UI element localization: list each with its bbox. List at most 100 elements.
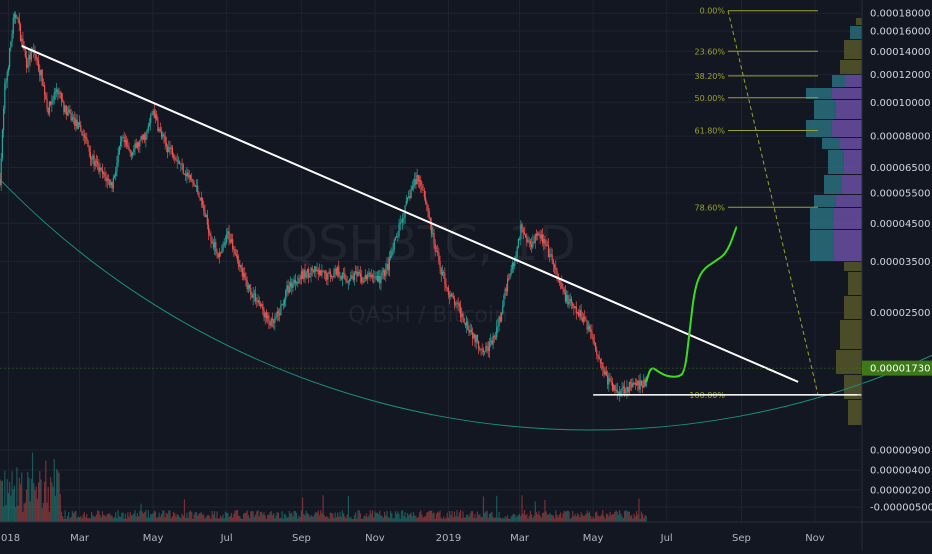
volume-bar bbox=[40, 479, 42, 522]
candle-body bbox=[411, 186, 413, 190]
volume-bar bbox=[295, 512, 298, 522]
volume-bar bbox=[503, 518, 505, 522]
candle-body bbox=[560, 282, 562, 284]
volume-bar bbox=[54, 495, 57, 522]
candle-body bbox=[320, 270, 322, 276]
candle-body bbox=[322, 271, 324, 272]
candle-body bbox=[541, 234, 544, 244]
candle-body bbox=[82, 134, 84, 136]
volume-bar bbox=[52, 486, 54, 522]
volume-bar bbox=[229, 515, 231, 522]
candle-body bbox=[619, 391, 621, 396]
candle-body bbox=[380, 276, 382, 284]
candle-body bbox=[364, 275, 366, 279]
volume-bar bbox=[51, 482, 53, 522]
volume-bar bbox=[443, 516, 445, 522]
candle-body bbox=[288, 286, 290, 293]
volume-bar bbox=[250, 511, 252, 522]
volume-bar bbox=[356, 518, 358, 522]
candle-body bbox=[491, 340, 493, 345]
volume-bar bbox=[195, 512, 198, 522]
volume-bar bbox=[57, 470, 59, 522]
volume-bar bbox=[76, 517, 78, 522]
candle-body bbox=[57, 89, 59, 95]
candle-body bbox=[64, 105, 66, 113]
candle-body bbox=[117, 154, 119, 163]
candle-body bbox=[39, 70, 41, 76]
volume-bar bbox=[341, 510, 343, 522]
candle-body bbox=[22, 38, 24, 48]
volume-bar bbox=[312, 516, 315, 522]
candle-body bbox=[25, 56, 28, 68]
volume-bar bbox=[528, 515, 530, 522]
candle-body bbox=[279, 313, 281, 316]
volume-bar bbox=[631, 514, 633, 522]
y-tick-label: 0.00016000 bbox=[870, 27, 930, 38]
volume-bar bbox=[486, 510, 488, 522]
volume-bar bbox=[6, 479, 8, 522]
volume-bar bbox=[344, 516, 346, 522]
candle-body bbox=[644, 379, 646, 386]
volume-bar bbox=[100, 517, 102, 522]
volume-bar bbox=[352, 518, 354, 522]
candle-body bbox=[185, 173, 187, 177]
volume-bar bbox=[80, 516, 82, 522]
volume-bar bbox=[65, 518, 67, 522]
candle-body bbox=[637, 380, 639, 386]
candle-body bbox=[591, 331, 593, 337]
volume-bar bbox=[509, 518, 511, 522]
y-tick-label: -0.00000500 bbox=[870, 503, 932, 514]
candle-body bbox=[338, 266, 340, 277]
candle-body bbox=[1, 130, 4, 159]
volume-bar bbox=[623, 511, 626, 522]
candle-body bbox=[180, 163, 182, 165]
drawings[interactable] bbox=[21, 45, 858, 396]
volume-bar bbox=[58, 472, 60, 522]
watermark-symbol: QSHBTC, 1D bbox=[280, 216, 575, 272]
candle-body bbox=[236, 256, 239, 261]
candle-body bbox=[193, 183, 195, 186]
volume-bar bbox=[222, 514, 224, 522]
candle-body bbox=[68, 109, 70, 112]
profile-bar bbox=[828, 150, 844, 174]
candle-body bbox=[387, 263, 389, 271]
volume-bar bbox=[3, 506, 5, 522]
volume-bar bbox=[397, 511, 399, 522]
profile-bar bbox=[843, 150, 862, 174]
volume-bar bbox=[206, 515, 208, 522]
volume-bar bbox=[588, 511, 591, 522]
volume-bar bbox=[77, 516, 79, 522]
candle-body bbox=[101, 169, 104, 174]
volume-bar bbox=[287, 517, 289, 522]
candle-body bbox=[584, 316, 586, 319]
candle-body bbox=[486, 345, 488, 347]
candle-body bbox=[60, 93, 63, 100]
candle-body bbox=[253, 293, 255, 295]
candle-body bbox=[119, 141, 122, 146]
volume-bar bbox=[93, 516, 95, 522]
candle-body bbox=[522, 229, 524, 233]
candle-body bbox=[547, 245, 550, 258]
x-axis[interactable]: 018 Mar May Jul Sep Nov 2019 Mar May Jul Sep Nov bbox=[0, 521, 932, 544]
candle-body bbox=[569, 298, 571, 302]
candle-body bbox=[400, 222, 403, 224]
candle-body bbox=[444, 273, 446, 285]
volume-bar bbox=[591, 518, 593, 522]
candle-body bbox=[381, 272, 383, 277]
candle-body bbox=[228, 231, 230, 240]
volume-bar bbox=[515, 517, 517, 522]
volume-bar bbox=[267, 514, 269, 522]
volume-bar bbox=[110, 515, 112, 522]
candle-body bbox=[568, 301, 570, 305]
volume-bar bbox=[615, 510, 617, 522]
candle-body bbox=[345, 278, 347, 282]
candle-body bbox=[169, 147, 171, 149]
volume-bar bbox=[388, 517, 391, 522]
volume-bar bbox=[340, 516, 342, 522]
candle-body bbox=[438, 252, 440, 262]
candle-body bbox=[27, 64, 29, 68]
candle-body bbox=[300, 271, 302, 280]
